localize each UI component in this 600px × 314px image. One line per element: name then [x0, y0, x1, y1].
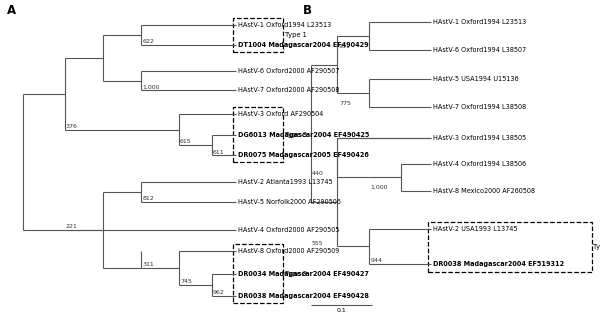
Text: HAstV-3 Oxford1994 L38505: HAstV-3 Oxford1994 L38505 — [433, 134, 526, 141]
Text: HAstV-1 Oxford1994 L23513: HAstV-1 Oxford1994 L23513 — [238, 22, 331, 28]
Text: 775: 775 — [339, 101, 351, 106]
Text: DT1004 Madagascar2004 EF490429: DT1004 Madagascar2004 EF490429 — [238, 42, 369, 48]
Text: 0.1: 0.1 — [337, 308, 346, 313]
Text: 745: 745 — [180, 279, 192, 284]
Text: 311: 311 — [142, 262, 154, 267]
Text: HAstV-4 Oxford2000 AF290505: HAstV-4 Oxford2000 AF290505 — [238, 227, 340, 233]
Text: 615: 615 — [180, 139, 191, 144]
Text: HAstV-3 Oxford AF290504: HAstV-3 Oxford AF290504 — [238, 111, 323, 117]
Text: HAstV-1 Oxford1994 L23513: HAstV-1 Oxford1994 L23513 — [433, 19, 526, 25]
Text: DR0038 Madagascar2004 EF490428: DR0038 Madagascar2004 EF490428 — [238, 293, 369, 299]
Text: HAstV-5 Norfolk2000 AF290506: HAstV-5 Norfolk2000 AF290506 — [238, 199, 341, 205]
Bar — [233, 107, 283, 162]
Text: Type 3: Type 3 — [285, 132, 307, 138]
Text: 944: 944 — [371, 258, 383, 263]
Text: HAstV-4 Oxford1994 L38506: HAstV-4 Oxford1994 L38506 — [433, 161, 526, 167]
Text: 1,000: 1,000 — [371, 185, 388, 190]
Text: 376: 376 — [66, 124, 78, 129]
Text: A: A — [7, 3, 16, 17]
Text: 962: 962 — [213, 290, 225, 295]
Text: 221: 221 — [66, 224, 78, 229]
Bar — [233, 18, 283, 52]
Text: Type 2: Type 2 — [593, 244, 600, 250]
Text: B: B — [303, 3, 312, 17]
Text: DR0038 Madagascar2004 EF519312: DR0038 Madagascar2004 EF519312 — [433, 261, 565, 268]
Text: HAstV-2 Atlanta1993 L13745: HAstV-2 Atlanta1993 L13745 — [238, 179, 333, 185]
Text: 611: 611 — [213, 150, 224, 155]
Text: 1,000: 1,000 — [142, 84, 160, 89]
Text: 555: 555 — [312, 241, 323, 246]
Text: HAstV-7 Oxford2000 AF290508: HAstV-7 Oxford2000 AF290508 — [238, 87, 340, 94]
Text: 440: 440 — [312, 171, 324, 176]
Text: HAstV-7 Oxford1994 L38508: HAstV-7 Oxford1994 L38508 — [433, 104, 526, 110]
Text: HAstV-8 Oxford2000 AF290509: HAstV-8 Oxford2000 AF290509 — [238, 248, 340, 254]
Text: Type 1: Type 1 — [285, 32, 307, 38]
Text: HAstV-8 Mexico2000 AF260508: HAstV-8 Mexico2000 AF260508 — [433, 188, 535, 194]
Text: DG6013 Madagascar2004 EF490425: DG6013 Madagascar2004 EF490425 — [238, 132, 370, 138]
Bar — [233, 244, 283, 303]
Text: HAstV-6 Oxford2000 AF290507: HAstV-6 Oxford2000 AF290507 — [238, 68, 340, 74]
Text: HAstV-5 USA1994 U15136: HAstV-5 USA1994 U15136 — [433, 76, 519, 82]
Text: 951: 951 — [339, 44, 351, 49]
Text: HAstV-6 Oxford1994 L38507: HAstV-6 Oxford1994 L38507 — [433, 47, 526, 53]
Text: DR0075 Madagascar2005 EF490426: DR0075 Madagascar2005 EF490426 — [238, 152, 369, 159]
Bar — [428, 222, 592, 272]
Text: DR0034 Madagascar2004 EF490427: DR0034 Madagascar2004 EF490427 — [238, 271, 369, 277]
Text: 812: 812 — [142, 196, 154, 201]
Text: Type 8: Type 8 — [285, 271, 307, 277]
Text: 622: 622 — [142, 39, 154, 44]
Text: HAstV-2 USA1993 L13745: HAstV-2 USA1993 L13745 — [433, 225, 518, 232]
